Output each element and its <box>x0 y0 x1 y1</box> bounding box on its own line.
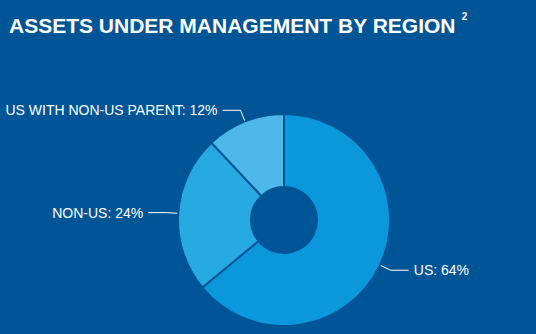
svg-text:2: 2 <box>462 11 468 22</box>
svg-text:NON-US: 24%: NON-US: 24% <box>52 205 143 221</box>
svg-text:ASSETS UNDER MANAGEMENT BY REG: ASSETS UNDER MANAGEMENT BY REGION <box>9 14 456 37</box>
svg-text:US WITH NON-US PARENT: 12%: US WITH NON-US PARENT: 12% <box>5 102 217 118</box>
svg-text:US: 64%: US: 64% <box>414 262 469 278</box>
